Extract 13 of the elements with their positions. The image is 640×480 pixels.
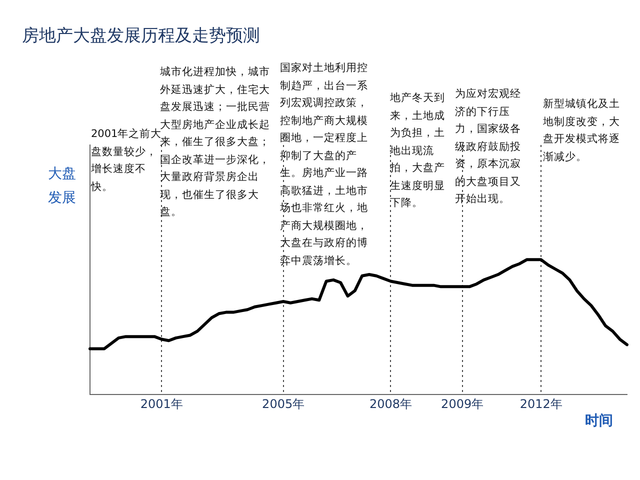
- text: 新型城镇化及土地制度改变，大盘开发模式将逐渐减少。: [543, 97, 621, 164]
- chart-title: 房地产大盘发展历程及走势预测: [22, 25, 260, 47]
- x-tick-label: 2001年: [140, 396, 183, 411]
- x-tick-label: 2005年: [262, 396, 305, 411]
- y-axis-title: 大盘发展: [48, 165, 77, 208]
- text: 为应对宏观经济的下行压力，国家级各级政府鼓励投资，原本沉寂的大盘项目又开始出现。: [455, 87, 522, 207]
- text: 国家对土地利用控制趋严，出台一系列宏观调控政策，控制地产商大规模圈地，一定程度上抑制了大盘的产生。房地产业一路高歌猛进，土地市场也非常红火，地产商大规模圈地，大盘在与政府的博弈中震荡增长。: [280, 62, 368, 266]
- x-tick-label: 2012年: [520, 396, 562, 411]
- x-tick-label: 2008年: [369, 396, 412, 411]
- x-axis-title: 时间: [585, 412, 613, 430]
- text: 城市化进程加快，城市外延迅速扩大，住宅大盘发展迅速；一批民营大型房地产企业成长起来，催生了很多大盘；国企改革进一步深化，大量政府背景房企出现，也催生了很多大盘。: [160, 66, 270, 218]
- x-tick-label: 2009年: [441, 396, 484, 411]
- text: 地产冬天到来，土地成为负担，土地出现流拍，大盘产生速度明显下降。: [390, 91, 446, 211]
